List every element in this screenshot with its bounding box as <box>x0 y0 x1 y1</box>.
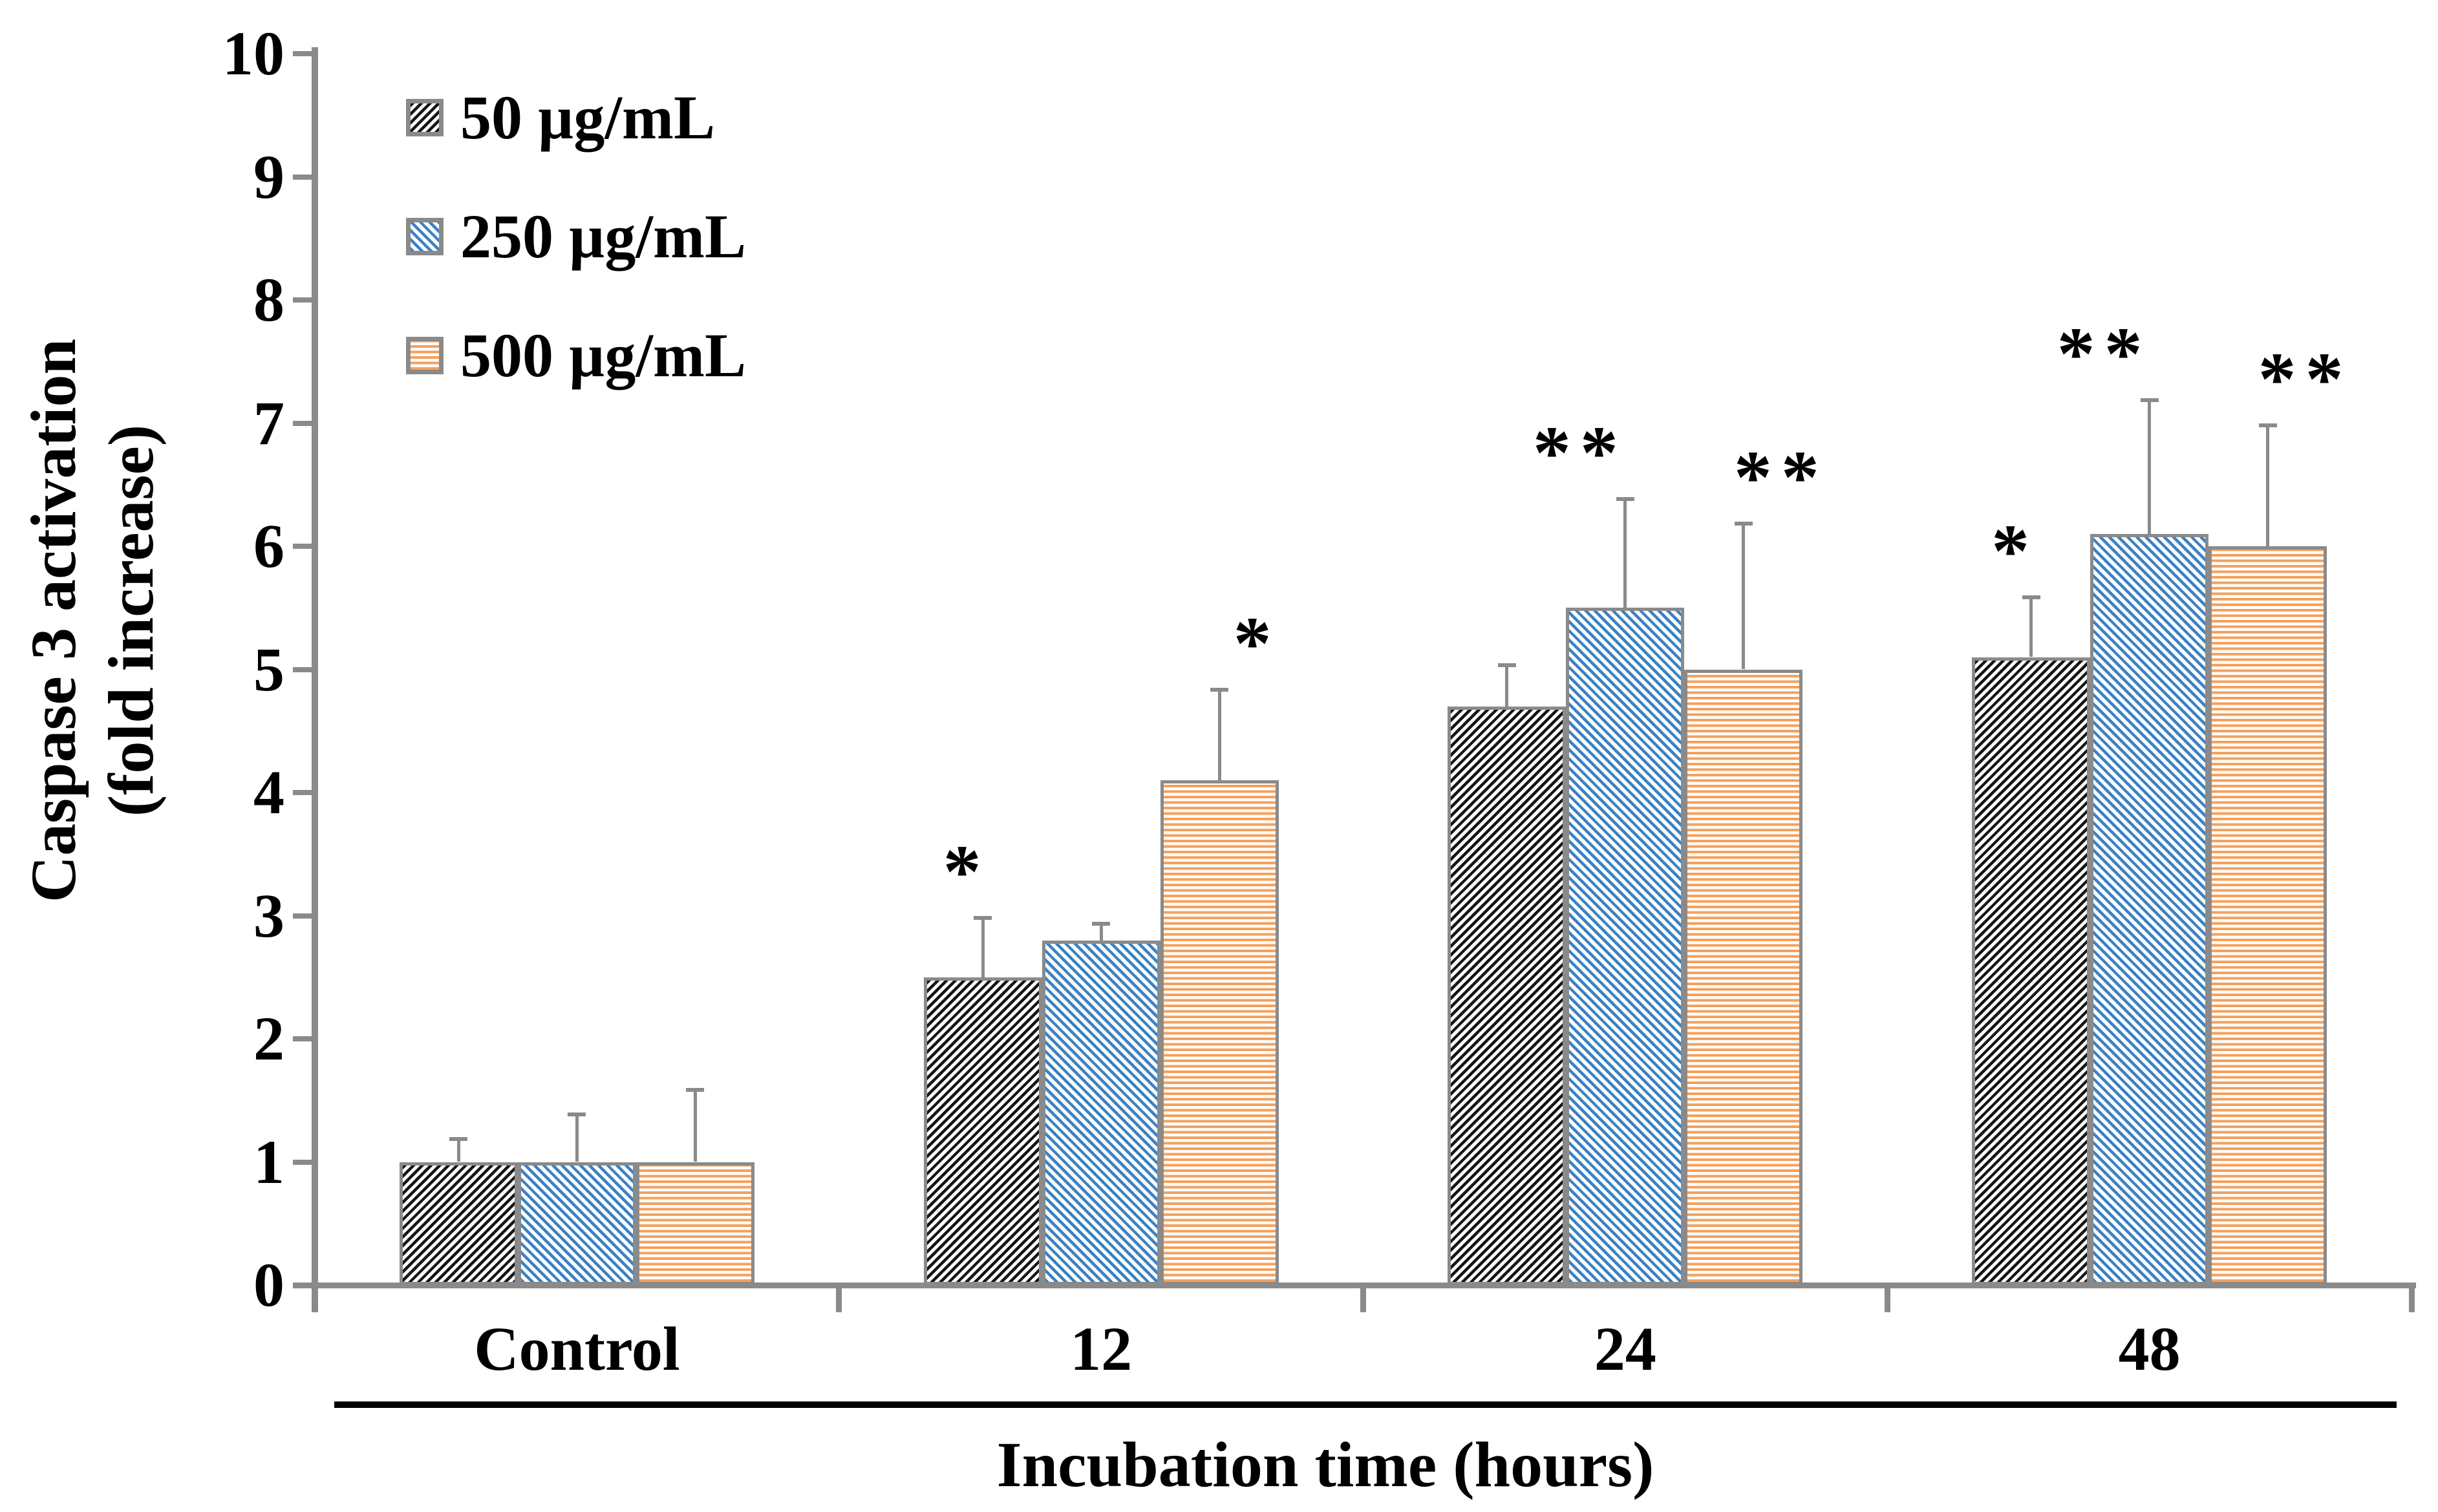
bar-250µg/mL-Control <box>517 1162 636 1285</box>
bar-500µg/mL-24 <box>1684 669 1803 1285</box>
error-bar-cap <box>568 1113 586 1117</box>
y-tick-mark <box>293 297 315 303</box>
y-tick-label: 6 <box>253 511 284 580</box>
y-axis-line <box>312 47 318 1312</box>
error-bar-cap <box>1616 496 1634 501</box>
y-tick-label: 3 <box>253 880 284 950</box>
x-category-label: 24 <box>1594 1314 1656 1383</box>
x-category-label: 12 <box>1070 1314 1133 1383</box>
x-tick-mark <box>836 1285 842 1312</box>
y-tick-mark <box>293 1283 315 1288</box>
y-tick-mark <box>293 790 315 795</box>
y-tick-mark <box>293 51 315 56</box>
bar-50µg/mL-12 <box>923 977 1042 1286</box>
y-tick-mark <box>293 544 315 549</box>
error-bar-stem <box>1742 521 1746 670</box>
y-tick-label: 9 <box>253 142 284 211</box>
error-bar-stem <box>456 1137 460 1162</box>
error-bar-cap <box>1092 922 1111 926</box>
significance-marker: ** <box>1733 434 1828 520</box>
legend-label-250: 250 µg/mL <box>460 202 746 271</box>
error-bar-stem <box>1099 922 1103 941</box>
bar-250µg/mL-24 <box>1566 608 1685 1286</box>
bar-250µg/mL-12 <box>1042 940 1160 1285</box>
legend-label-50: 50 µg/mL <box>460 83 715 152</box>
error-bar-stem <box>693 1088 697 1162</box>
legend-swatch-50 <box>406 99 444 136</box>
significance-marker: ** <box>1532 410 1627 495</box>
significance-marker: * <box>943 829 990 914</box>
legend-label-500: 500 µg/mL <box>460 321 746 390</box>
y-tick-label: 4 <box>253 758 284 827</box>
y-tick-label: 1 <box>253 1127 284 1197</box>
error-bar-cap <box>449 1137 468 1142</box>
error-bar-cap <box>2022 595 2040 600</box>
x-tick-mark <box>1360 1285 1366 1312</box>
bar-250µg/mL-48 <box>2090 534 2209 1285</box>
error-bar-stem <box>1623 496 1627 608</box>
error-bar-stem <box>2029 595 2033 657</box>
significance-marker: * <box>1991 509 2039 594</box>
y-tick-label: 8 <box>253 265 284 334</box>
x-axis-line <box>293 1283 2416 1288</box>
y-tick-mark <box>293 1036 315 1041</box>
y-tick-label: 7 <box>253 388 284 458</box>
x-tick-mark <box>1884 1285 1890 1312</box>
bar-50µg/mL-24 <box>1448 706 1567 1285</box>
bar-500µg/mL-48 <box>2208 546 2327 1285</box>
error-bar-stem <box>1217 688 1221 780</box>
y-tick-label: 0 <box>253 1250 284 1319</box>
error-bar-stem <box>575 1113 579 1162</box>
y-tick-label: 5 <box>253 634 284 704</box>
y-tick-label: 10 <box>222 19 284 88</box>
error-bar-cap <box>2258 423 2277 427</box>
x-category-label: 48 <box>2118 1314 2181 1383</box>
y-tick-mark <box>293 420 315 426</box>
y-tick-mark <box>293 913 315 919</box>
significance-marker: ** <box>2258 336 2353 421</box>
error-bar-stem <box>2148 398 2152 534</box>
error-bar-stem <box>2266 423 2270 546</box>
error-bar-cap <box>1734 521 1753 526</box>
error-bar-stem <box>981 915 985 977</box>
error-bar-cap <box>1497 663 1516 667</box>
x-axis-underline <box>334 1401 2397 1408</box>
x-category-label: Control <box>474 1314 680 1383</box>
y-tick-mark <box>293 666 315 672</box>
bar-500µg/mL-12 <box>1160 780 1279 1285</box>
error-bar-cap <box>686 1088 705 1092</box>
x-tick-mark <box>2408 1285 2415 1312</box>
error-bar-cap <box>1210 688 1229 692</box>
legend-swatch-250 <box>406 218 444 255</box>
error-bar-cap <box>974 915 992 920</box>
legend-swatch-500 <box>406 337 444 374</box>
bar-50µg/mL-48 <box>1972 657 2091 1285</box>
error-bar-stem <box>1505 663 1509 707</box>
y-tick-mark <box>293 1159 315 1165</box>
error-bar-cap <box>2140 398 2159 403</box>
bar-50µg/mL-Control <box>399 1162 518 1285</box>
y-tick-mark <box>293 174 315 180</box>
significance-marker: ** <box>2057 312 2152 397</box>
significance-marker: * <box>1233 601 1281 687</box>
bar-500µg/mL-Control <box>636 1162 754 1285</box>
y-tick-label: 2 <box>253 1004 284 1073</box>
x-tick-mark <box>312 1285 318 1312</box>
x-axis-title: Incubation time (hours) <box>996 1429 1654 1500</box>
